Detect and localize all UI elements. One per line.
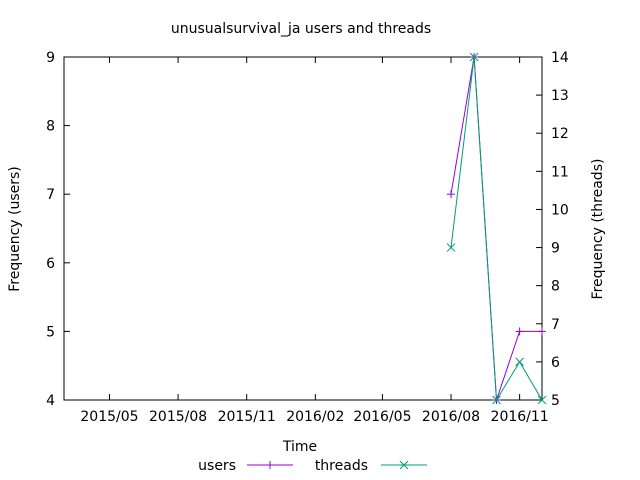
legend-label-threads: threads — [315, 458, 368, 474]
chart-title: unusualsurvival_ja users and threads — [171, 21, 431, 37]
y-left-axis: 4 5 6 7 8 9 — [46, 50, 70, 409]
legend-marker-users — [266, 461, 274, 469]
y-right-tick-label: 6 — [551, 355, 560, 371]
legend: users threads — [198, 458, 427, 474]
y-right-axis: 5 6 7 8 9 10 11 12 13 14 — [536, 50, 569, 409]
y-right-tick-label: 12 — [551, 126, 569, 142]
legend-marker-threads — [399, 460, 409, 470]
y-right-tick-label: 5 — [551, 393, 560, 409]
y-right-tick-label: 13 — [551, 88, 569, 104]
plot-area — [63, 56, 543, 401]
y-left-tick-label: 9 — [46, 50, 55, 66]
x-axis-label: Time — [282, 439, 317, 455]
series-line-users — [450, 56, 542, 401]
x-tick-label: 2016/11 — [491, 409, 549, 425]
x-tick-label: 2016/05 — [353, 409, 411, 425]
data-point-threads — [492, 395, 501, 405]
y-left-axis-label: Frequency (users) — [7, 166, 23, 292]
data-point-users — [515, 327, 524, 336]
y-right-tick-label: 7 — [551, 317, 560, 333]
x-axis: 2015/05 2015/08 2015/11 2016/02 2016/05 2016/… — [80, 57, 549, 425]
y-right-tick-label: 8 — [551, 279, 560, 295]
x-tick-label: 2015/11 — [218, 409, 276, 425]
series-layer — [446, 52, 547, 405]
legend-label-users: users — [198, 458, 236, 474]
data-point-threads — [537, 395, 547, 405]
x-tick-label: 2016/08 — [422, 409, 480, 425]
y-right-tick-label: 11 — [551, 164, 569, 180]
y-left-tick-label: 5 — [46, 324, 55, 340]
x-tick-label: 2016/02 — [286, 409, 344, 425]
data-point-threads — [469, 52, 479, 62]
data-point-threads — [515, 357, 524, 367]
y-right-tick-label: 14 — [551, 50, 569, 66]
y-left-tick-label: 4 — [46, 393, 55, 409]
x-tick-label: 2015/08 — [149, 409, 207, 425]
data-point-users — [447, 190, 456, 199]
y-left-tick-label: 6 — [46, 256, 55, 272]
y-left-tick-label: 7 — [46, 187, 55, 203]
y-left-tick-label: 8 — [46, 119, 55, 135]
y-right-tick-label: 10 — [551, 202, 569, 218]
x-tick-label: 2015/05 — [80, 409, 138, 425]
y-right-axis-label: Frequency (threads) — [590, 159, 606, 300]
data-point-threads — [446, 243, 456, 252]
data-point-users — [538, 327, 546, 336]
series-line-threads — [450, 56, 543, 402]
y-right-tick-label: 9 — [551, 241, 560, 257]
